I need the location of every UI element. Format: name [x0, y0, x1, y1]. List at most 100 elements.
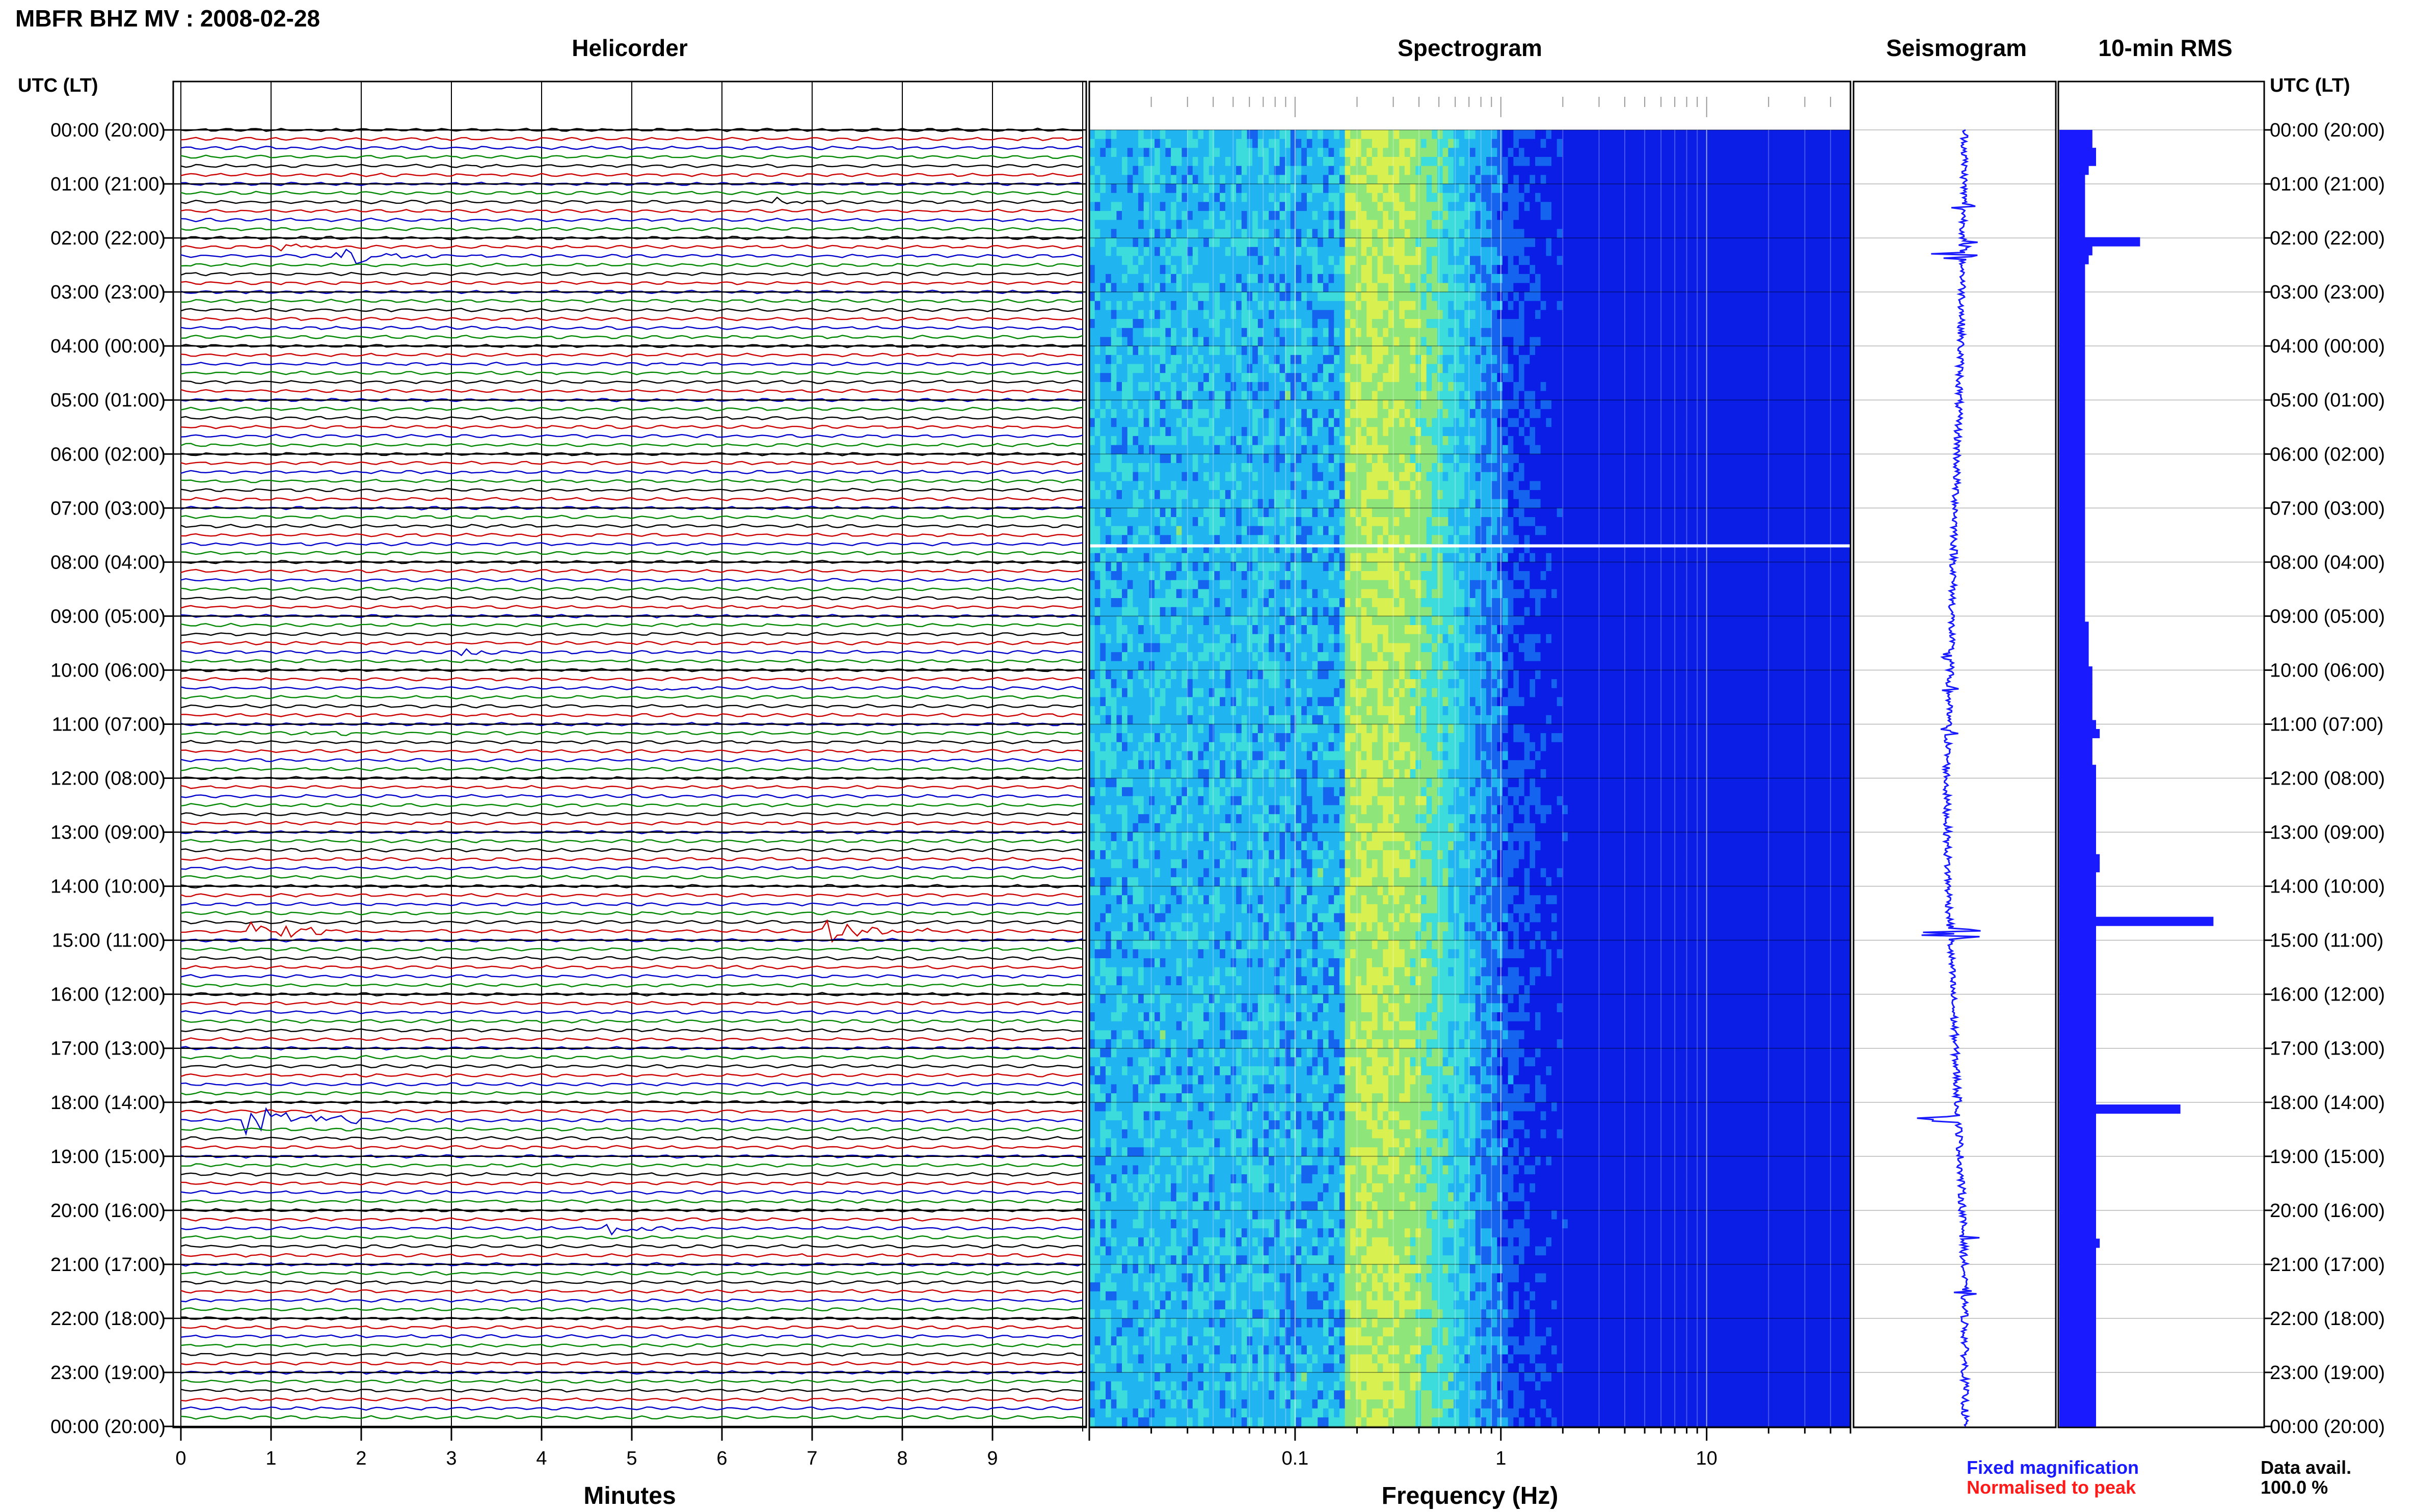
- spectrogram-cell: [1280, 445, 1285, 454]
- spectrogram-cell: [1584, 400, 1590, 409]
- spectrogram-cell: [1530, 400, 1535, 409]
- spectrogram-cell: [1242, 157, 1247, 166]
- spectrogram-cell: [1361, 382, 1367, 391]
- spectrogram-cell: [1334, 220, 1339, 229]
- spectrogram-cell: [1714, 418, 1720, 427]
- spectrogram-cell: [1437, 175, 1443, 184]
- spectrogram-cell: [1578, 175, 1584, 184]
- spectrogram-cell: [1666, 184, 1671, 193]
- spectrogram-cell: [1823, 202, 1829, 211]
- spectrogram-cell: [1791, 382, 1796, 391]
- spectrogram-cell: [1714, 427, 1720, 436]
- spectrogram-cell: [1437, 373, 1443, 382]
- spectrogram-cell: [1628, 265, 1633, 274]
- spectrogram-cell: [1394, 418, 1400, 427]
- spectrogram-cell: [1421, 427, 1427, 436]
- spectrogram-cell: [1329, 220, 1334, 229]
- spectrogram-cell: [1557, 184, 1563, 193]
- spectrogram-cell: [1497, 229, 1502, 238]
- spectrogram-cell: [1470, 355, 1475, 364]
- spectrogram-cell: [1578, 130, 1584, 139]
- spectrogram-cell: [1329, 364, 1334, 373]
- spectrogram-cell: [1747, 337, 1753, 346]
- spectrogram-cell: [1106, 382, 1111, 391]
- spectrogram-cell: [1089, 238, 1095, 247]
- spectrogram-cell: [1269, 238, 1274, 247]
- spectrogram-cell: [1399, 229, 1405, 238]
- spectrogram-cell: [1578, 139, 1584, 148]
- spectrogram-cell: [1785, 337, 1791, 346]
- spectrogram-cell: [1220, 436, 1225, 445]
- spectrogram-cell: [1405, 247, 1410, 256]
- spectrogram-cell: [1502, 382, 1508, 391]
- spectrogram-cell: [1252, 238, 1258, 247]
- spectrogram-cell: [1807, 319, 1813, 328]
- spectrogram-cell: [1280, 328, 1285, 337]
- spectrogram-cell: [1242, 220, 1247, 229]
- spectrogram-cell: [1492, 139, 1497, 148]
- spectrogram-cell: [1171, 157, 1176, 166]
- spectrogram-cell: [1530, 220, 1535, 229]
- spectrogram-cell: [1720, 418, 1726, 427]
- spectrogram-cell: [1296, 274, 1302, 283]
- spectrogram-cell: [1128, 256, 1133, 265]
- spectrogram-cell: [1606, 265, 1612, 274]
- spectrogram-cell: [1666, 337, 1671, 346]
- spectrogram-cell: [1551, 319, 1557, 328]
- spectrogram-cell: [1128, 391, 1133, 400]
- spectrogram-cell: [1193, 166, 1198, 175]
- spectrogram-cell: [1421, 148, 1427, 157]
- spectrogram-cell: [1106, 256, 1111, 265]
- spectrogram-cell: [1394, 247, 1400, 256]
- spectrogram-cell: [1519, 427, 1524, 436]
- spectrogram-cell: [1454, 337, 1459, 346]
- spectrogram-cell: [1513, 373, 1519, 382]
- spectrogram-cell: [1747, 382, 1753, 391]
- spectrogram-cell: [1726, 256, 1731, 265]
- spectrogram-cell: [1639, 175, 1644, 184]
- spectrogram-cell: [1736, 391, 1742, 400]
- spectrogram-cell: [1475, 427, 1481, 436]
- spectrogram-cell: [1334, 445, 1339, 454]
- spectrogram-cell: [1269, 427, 1274, 436]
- spectrogram-cell: [1535, 436, 1541, 445]
- spectrogram-cell: [1122, 130, 1128, 139]
- spectrogram-cell: [1437, 130, 1443, 139]
- spectrogram-cell: [1345, 247, 1351, 256]
- spectrogram-cell: [1366, 184, 1372, 193]
- spectrogram-cell: [1791, 229, 1796, 238]
- spectrogram-cell: [1812, 283, 1818, 292]
- spectrogram-cell: [1432, 400, 1437, 409]
- spectrogram-cell: [1443, 427, 1448, 436]
- spectrogram-cell: [1214, 166, 1220, 175]
- spectrogram-cell: [1339, 391, 1345, 400]
- spectrogram-cell: [1133, 211, 1138, 220]
- spectrogram-cell: [1639, 391, 1644, 400]
- spectrogram-cell: [1187, 229, 1193, 238]
- spectrogram-cell: [1421, 409, 1427, 418]
- spectrogram-cell: [1573, 202, 1579, 211]
- spectrogram-cell: [1617, 184, 1622, 193]
- spectrogram-cell: [1187, 427, 1193, 436]
- spectrogram-cell: [1176, 337, 1182, 346]
- spectrogram-cell: [1649, 184, 1655, 193]
- spectrogram-cell: [1214, 328, 1220, 337]
- spectrogram-cell: [1323, 409, 1329, 418]
- spectrogram-cell: [1726, 265, 1731, 274]
- spectrogram-cell: [1415, 184, 1421, 193]
- spectrogram-cell: [1470, 283, 1475, 292]
- spectrogram-cell: [1677, 328, 1682, 337]
- spectrogram-cell: [1111, 409, 1117, 418]
- spectrogram-cell: [1584, 139, 1590, 148]
- spectrogram-cell: [1421, 157, 1427, 166]
- spectrogram-cell: [1459, 184, 1465, 193]
- spectrogram-cell: [1334, 301, 1339, 310]
- spectrogram-cell: [1372, 391, 1378, 400]
- spectrogram-cell: [1182, 148, 1187, 157]
- spectrogram-cell: [1378, 247, 1383, 256]
- spectrogram-cell: [1731, 175, 1736, 184]
- spectrogram-cell: [1089, 265, 1095, 274]
- spectrogram-cell: [1497, 427, 1502, 436]
- spectrogram-cell: [1264, 211, 1269, 220]
- spectrogram-cell: [1535, 364, 1541, 373]
